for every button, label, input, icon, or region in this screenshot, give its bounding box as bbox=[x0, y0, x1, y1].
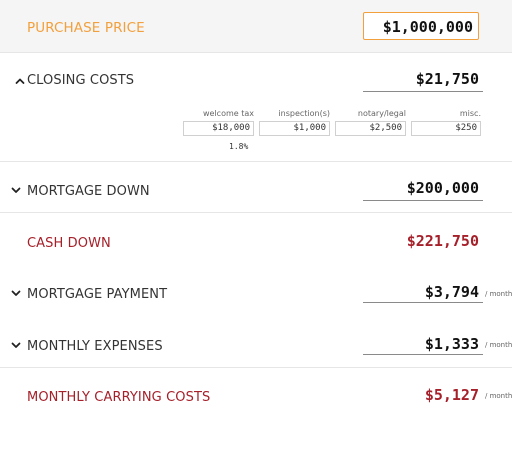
mortgage-payment-value: $3,794 bbox=[424, 283, 479, 301]
misc-label: misc. bbox=[459, 109, 481, 118]
mortgage-down-label[interactable]: MORTGAGE DOWN bbox=[27, 184, 150, 199]
divider bbox=[0, 161, 512, 162]
divider bbox=[0, 212, 512, 213]
purchase-price-label: PURCHASE PRICE bbox=[27, 20, 145, 36]
monthly-expenses-label[interactable]: MONTHLY EXPENSES bbox=[27, 339, 163, 354]
chevron-down-icon[interactable] bbox=[10, 184, 22, 196]
monthly-carrying-costs-unit: / month bbox=[485, 392, 512, 400]
mortgage-down-underline bbox=[363, 200, 483, 201]
purchase-price-value: $1,000,000 bbox=[382, 18, 473, 36]
mortgage-payment-unit: / month bbox=[485, 290, 512, 298]
cash-down-value: $221,750 bbox=[406, 232, 479, 250]
monthly-expenses-unit: / month bbox=[485, 341, 512, 349]
monthly-carrying-costs-value: $5,127 bbox=[424, 386, 479, 404]
chevron-down-icon[interactable] bbox=[10, 287, 22, 299]
monthly-expenses-value: $1,333 bbox=[424, 335, 479, 353]
inspection-input[interactable]: $1,000 bbox=[259, 121, 330, 136]
closing-costs-underline bbox=[363, 91, 483, 92]
notary-legal-input[interactable]: $2,500 bbox=[335, 121, 406, 136]
closing-costs-value: $21,750 bbox=[415, 70, 479, 88]
welcome-tax-percent: 1.8% bbox=[229, 142, 249, 151]
chevron-down-icon[interactable] bbox=[10, 339, 22, 351]
chevron-up-icon[interactable] bbox=[14, 75, 26, 87]
purchase-price-input[interactable]: $1,000,000 bbox=[363, 12, 479, 40]
misc-input[interactable]: $250 bbox=[411, 121, 481, 136]
monthly-carrying-costs-label: MONTHLY CARRYING COSTS bbox=[27, 390, 211, 405]
welcome-tax-input[interactable]: $18,000 bbox=[183, 121, 254, 136]
welcome-tax-label: welcome tax bbox=[202, 109, 254, 118]
notary-legal-label: notary/legal bbox=[357, 109, 406, 118]
monthly-expenses-underline bbox=[363, 354, 483, 355]
mortgage-payment-label[interactable]: MORTGAGE PAYMENT bbox=[27, 287, 168, 302]
closing-costs-label[interactable]: CLOSING COSTS bbox=[27, 73, 135, 88]
divider bbox=[0, 367, 512, 368]
inspection-label: inspection(s) bbox=[278, 109, 330, 118]
mortgage-payment-underline bbox=[363, 302, 483, 303]
mortgage-down-value: $200,000 bbox=[406, 179, 479, 197]
cash-down-label: CASH DOWN bbox=[27, 236, 111, 251]
